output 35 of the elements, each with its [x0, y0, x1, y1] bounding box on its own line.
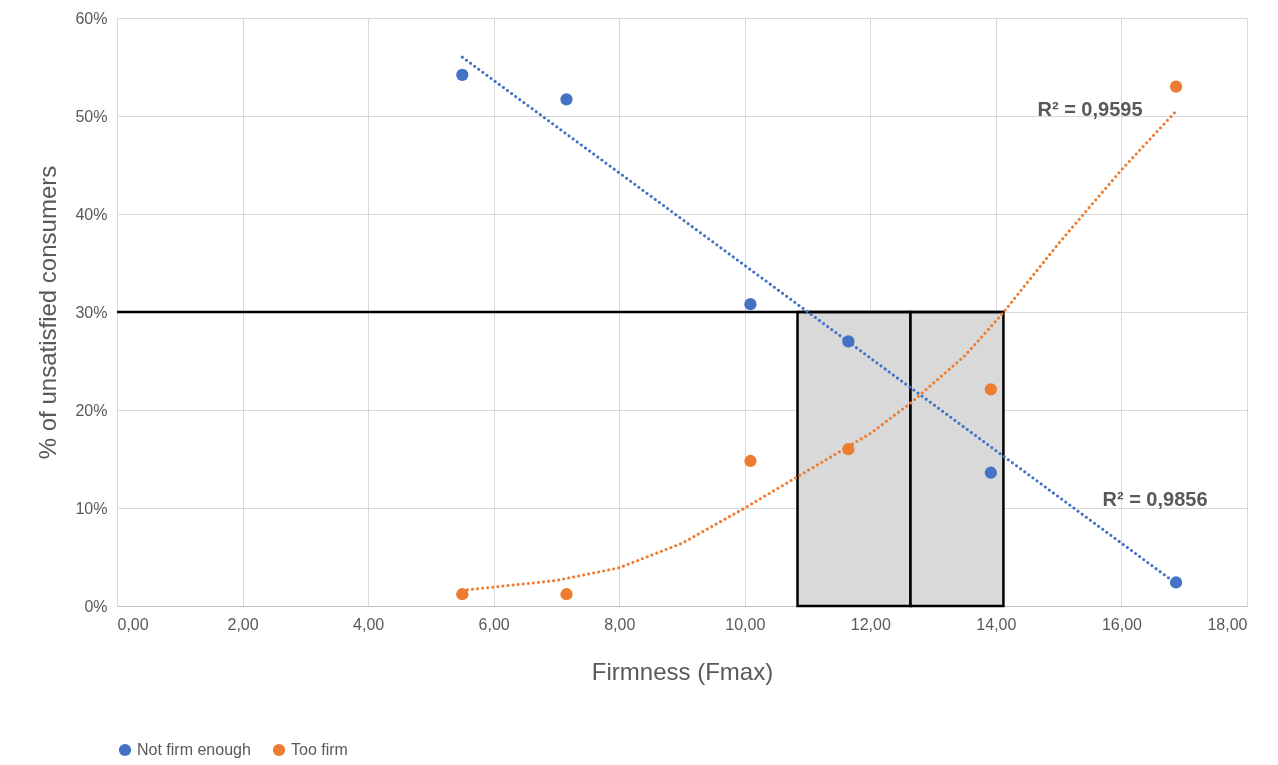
x-tick-label: 12,00 — [850, 615, 891, 633]
point — [560, 93, 573, 106]
legend-label: Not firm enough — [137, 741, 251, 758]
point — [842, 443, 855, 456]
y-tick-label: 0% — [84, 597, 108, 615]
annotation: R² = 0,9595 — [1037, 98, 1143, 120]
x-tick-label: 14,00 — [976, 615, 1017, 633]
y-tick-label: 40% — [75, 205, 108, 223]
point — [744, 454, 757, 468]
y-tick-label: 20% — [75, 401, 108, 419]
x-tick-label: 16,00 — [1101, 615, 1143, 633]
x-tick-label: 0,00 — [117, 615, 149, 633]
point — [1169, 80, 1183, 93]
legend-label: Too firm — [291, 741, 348, 758]
x-tick-label: 4,00 — [353, 615, 385, 633]
y-tick-label: 10% — [75, 499, 108, 517]
x-tick-label: 8,00 — [604, 615, 636, 633]
y-tick-label: 50% — [75, 107, 108, 125]
x-tick-label: 18,00 — [1207, 615, 1248, 633]
point — [456, 588, 469, 601]
point — [984, 466, 997, 479]
x-tick-label: 6,00 — [478, 615, 510, 633]
point — [456, 68, 469, 81]
annotation: R² = 0,9856 — [1102, 488, 1208, 510]
point — [842, 335, 855, 348]
x-tick-label: 2,00 — [227, 615, 259, 633]
x-tick-label: 10,00 — [725, 615, 766, 633]
y-axis-title: % of unsatisfied consumers — [34, 165, 62, 460]
y-tick-label: 30% — [75, 303, 108, 321]
point — [744, 298, 757, 311]
y-tick-label: 60% — [75, 9, 108, 27]
x-axis-title: Firmness (Fmax) — [591, 657, 774, 685]
point — [560, 588, 573, 601]
point — [984, 383, 997, 396]
point — [1169, 576, 1183, 589]
